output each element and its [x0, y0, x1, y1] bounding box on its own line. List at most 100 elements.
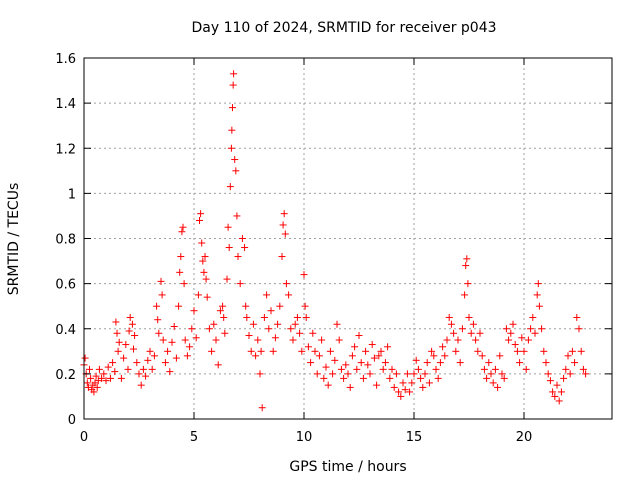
data-point — [313, 370, 321, 378]
data-point — [370, 354, 378, 362]
data-point — [124, 365, 132, 373]
data-point — [161, 359, 169, 367]
data-point — [456, 359, 464, 367]
data-point — [208, 347, 216, 355]
data-point — [231, 156, 239, 164]
data-point — [83, 379, 91, 387]
data-point — [245, 332, 253, 340]
data-point — [271, 334, 279, 342]
data-point — [395, 388, 403, 396]
data-point — [289, 336, 297, 344]
data-point — [279, 221, 287, 229]
data-point — [320, 374, 328, 382]
data-point — [568, 347, 576, 355]
data-point — [256, 370, 264, 378]
data-point — [93, 383, 101, 391]
data-point — [296, 329, 304, 337]
data-point — [265, 325, 273, 333]
data-point — [164, 347, 172, 355]
data-point — [109, 359, 117, 367]
data-point — [505, 336, 513, 344]
data-point — [353, 365, 361, 373]
data-point — [326, 347, 334, 355]
data-point — [114, 347, 122, 355]
data-point — [190, 307, 198, 315]
data-point — [126, 313, 134, 321]
data-point — [346, 383, 354, 391]
data-point — [494, 383, 502, 391]
data-point — [274, 320, 282, 328]
data-point — [177, 253, 185, 261]
data-point — [285, 291, 293, 299]
data-point — [230, 70, 238, 78]
data-point — [154, 316, 162, 324]
data-point — [441, 352, 449, 360]
data-point — [159, 336, 167, 344]
y-tick-label: 1.4 — [55, 97, 76, 112]
data-point — [150, 352, 158, 360]
data-point — [434, 374, 442, 382]
data-point — [465, 313, 473, 321]
data-point — [219, 302, 227, 310]
data-point — [463, 255, 471, 263]
data-point — [388, 365, 396, 373]
data-point — [175, 302, 183, 310]
data-point — [540, 347, 548, 355]
data-point — [462, 262, 470, 270]
data-point — [522, 365, 530, 373]
data-point — [502, 325, 510, 333]
data-point — [329, 370, 337, 378]
data-point — [117, 374, 125, 382]
data-point — [478, 352, 486, 360]
data-point — [228, 126, 236, 134]
data-point — [375, 352, 383, 360]
data-point — [509, 320, 517, 328]
data-point — [192, 334, 200, 342]
data-point — [555, 397, 563, 405]
data-point — [178, 228, 186, 236]
data-point — [518, 334, 526, 342]
data-point — [223, 275, 231, 283]
data-point — [233, 212, 241, 220]
data-point — [399, 379, 407, 387]
data-point — [489, 379, 497, 387]
y-tick-label: 0 — [68, 413, 76, 428]
data-point — [247, 347, 255, 355]
data-point — [196, 216, 203, 224]
data-point — [410, 370, 418, 378]
x-tick-label: 20 — [516, 430, 533, 445]
data-point — [92, 372, 100, 380]
data-point — [333, 320, 341, 328]
data-point — [464, 280, 472, 288]
data-point — [368, 341, 376, 349]
data-point — [366, 370, 374, 378]
data-point — [104, 363, 112, 371]
data-point — [158, 291, 166, 299]
data-point — [238, 235, 246, 242]
data-point — [249, 320, 257, 328]
data-point — [534, 280, 542, 288]
data-point — [201, 253, 209, 261]
data-point — [403, 370, 411, 378]
data-point — [100, 370, 108, 378]
data-point — [487, 370, 495, 378]
data-point — [293, 313, 301, 321]
data-point — [98, 374, 106, 382]
data-point — [130, 345, 137, 353]
data-point — [229, 104, 236, 112]
data-point — [384, 343, 392, 351]
data-point — [535, 302, 543, 310]
data-point — [520, 347, 528, 355]
data-point — [531, 329, 539, 337]
y-axis-label: SRMTID / TECUs — [6, 183, 22, 296]
data-point — [181, 336, 189, 344]
data-point — [573, 313, 581, 321]
data-point — [450, 329, 458, 337]
data-point — [216, 307, 224, 315]
data-point — [197, 210, 205, 218]
data-point — [364, 361, 372, 369]
data-point — [483, 374, 491, 382]
data-point — [210, 320, 218, 328]
data-point — [527, 325, 535, 333]
data-point — [401, 386, 409, 394]
